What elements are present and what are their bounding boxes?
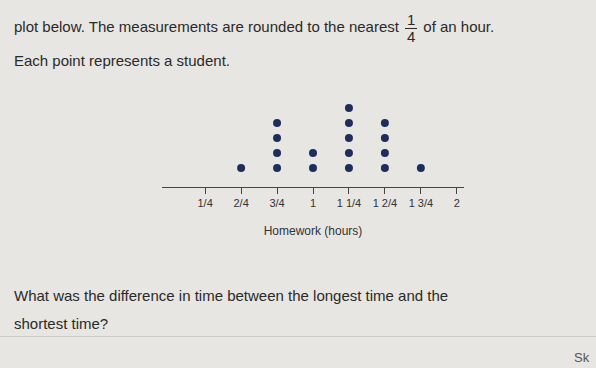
svg-text:1/4: 1/4: [197, 197, 212, 209]
svg-text:Homework (hours): Homework (hours): [264, 224, 363, 238]
svg-text:1 1/4: 1 1/4: [337, 197, 361, 209]
html-text:Sk: Sk: [574, 350, 590, 365]
html-text:4: 4: [407, 27, 416, 45]
svg-text:2: 2: [454, 197, 460, 209]
html-text:What was the difference in tim: What was the difference in time between …: [14, 287, 449, 304]
html-text:of an hour.: of an hour.: [423, 18, 495, 36]
html-text:Each point represents a studen: Each point represents a student.: [14, 52, 230, 69]
svg-text:1: 1: [310, 197, 316, 209]
html-text:plot below. The measurements a: plot below. The measurements are rounded…: [14, 18, 399, 36]
svg-text:1 3/4: 1 3/4: [409, 197, 433, 209]
svg-text:3/4: 3/4: [269, 197, 284, 209]
html-text:1: 1: [407, 11, 416, 28]
html-text:shortest time?: shortest time?: [14, 315, 109, 332]
svg-text:1 2/4: 1 2/4: [373, 197, 397, 209]
svg-text:2/4: 2/4: [233, 197, 248, 209]
